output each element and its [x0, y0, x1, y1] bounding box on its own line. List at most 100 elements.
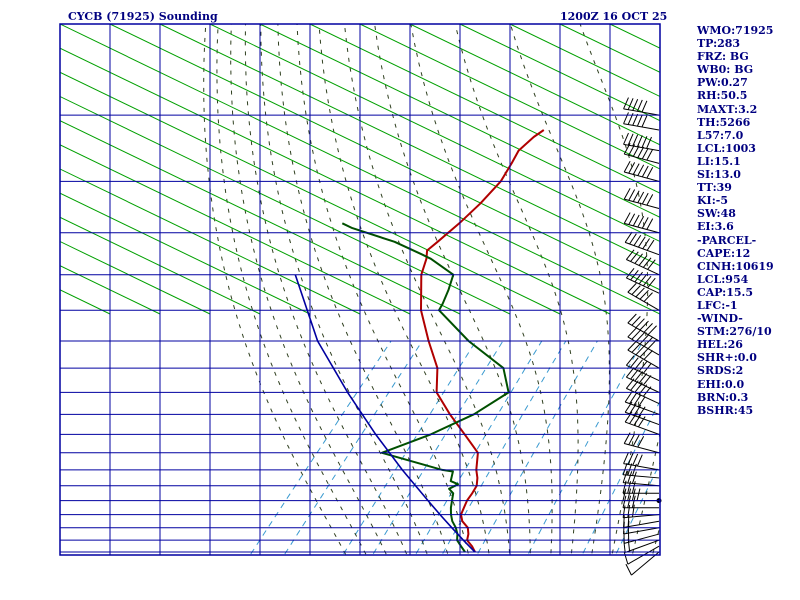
wind-barb	[623, 188, 660, 209]
wind-barb-feather	[641, 147, 649, 160]
wind-barb-feather	[637, 191, 645, 204]
wind-barb-staff	[623, 463, 660, 471]
wind-barb-feather	[631, 329, 641, 340]
index-item: CAPE:12	[697, 246, 751, 260]
wind-barb-feather	[637, 215, 645, 228]
moist-adiabat	[343, 24, 511, 555]
wind-barb-feather	[627, 495, 632, 508]
wind-barb-feather	[632, 453, 639, 466]
wind-barb-feather	[638, 361, 648, 372]
wind-barb-feather	[623, 97, 629, 110]
wind-barb-feather	[623, 452, 629, 464]
wind-barb-feather	[647, 277, 656, 289]
wind-barb-feather	[627, 471, 633, 484]
wind-barb-feather	[630, 251, 639, 262]
moist-adiabat	[579, 24, 649, 555]
wind-barb-feather	[625, 267, 635, 279]
wind-barb-feather	[632, 190, 640, 202]
wind-barb-feather	[636, 114, 643, 127]
wind-barb	[623, 132, 660, 152]
wind-barb-feather	[627, 313, 637, 324]
wind-barb	[622, 470, 660, 487]
index-item: LCL:1003	[697, 141, 756, 155]
wind-barb-feather	[642, 275, 652, 287]
wind-barb-staff	[627, 322, 660, 342]
wind-barb-feather	[637, 416, 646, 428]
moist-adiabat	[277, 24, 449, 555]
wind-barb-staff	[625, 401, 660, 415]
wind-barb-feather	[623, 112, 629, 124]
wind-barb-feather	[628, 213, 636, 225]
wind-barb-feather	[646, 167, 654, 179]
wind-barb-staff	[623, 514, 660, 519]
wind-barb-feather	[631, 495, 636, 508]
wind-barb-feather	[638, 255, 648, 266]
wind-barb-feather	[627, 505, 631, 518]
index-item: LFC:-1	[697, 298, 738, 312]
wind-barb-staff	[623, 482, 660, 487]
wind-barb-feather	[641, 115, 648, 128]
wind-barb-feather	[630, 357, 639, 368]
moist-adiabat	[203, 24, 347, 555]
index-item: BRN:0.3	[697, 390, 749, 404]
index-item: HEL:26	[697, 338, 743, 352]
index-item: LCL:954	[697, 272, 749, 286]
wind-barb-feather	[643, 292, 653, 302]
wind-barb-feather	[641, 192, 649, 205]
wind-barb	[623, 97, 660, 116]
wind-barb-feather	[635, 318, 645, 329]
wind-barb	[622, 495, 659, 509]
wind-barb-feather	[635, 287, 645, 298]
wind-barb-feather	[631, 471, 637, 484]
wind-barb-feather	[631, 316, 641, 326]
index-item: TT:39	[697, 181, 732, 195]
wind-barb-staff	[623, 108, 660, 116]
wind-barb-staff	[626, 376, 660, 393]
index-item: LI:15.1	[697, 154, 741, 168]
mixing-ratio-line	[342, 340, 477, 555]
index-item: TP:283	[697, 37, 741, 51]
valid-time: 1200Z 16 OCT 25	[560, 10, 667, 23]
wind-barb	[623, 160, 660, 182]
moist-adiabat	[230, 24, 388, 555]
mixing-ratio-line	[476, 340, 598, 555]
wind-barb-feather	[633, 235, 642, 246]
wind-barb-feather	[646, 136, 652, 149]
wind-barb-feather	[636, 135, 643, 147]
moist-adiabat	[296, 24, 470, 555]
index-item: EI:3.6	[697, 220, 734, 234]
wind-barb-staff	[627, 291, 660, 311]
wind-barb-feather	[642, 257, 652, 268]
wind-barb-feather	[639, 334, 649, 345]
wind-barb-feather	[627, 133, 634, 146]
wind-barb-feather	[627, 452, 634, 465]
wind-barb-feather	[646, 149, 654, 161]
wind-barb	[623, 452, 660, 471]
wind-barb-feather	[632, 98, 639, 111]
wind-barb	[627, 313, 660, 342]
wind-barb-feather	[641, 100, 648, 113]
wind-barb-feather	[625, 249, 635, 260]
wind-barb	[625, 367, 660, 393]
wind-barb-staff	[624, 153, 660, 164]
wind-barb	[624, 411, 660, 435]
index-item: KI:-5	[697, 194, 728, 208]
wind-barb-feather	[630, 369, 639, 380]
index-item: SHR+:0.0	[697, 351, 757, 365]
wind-barb-staff	[623, 474, 660, 479]
wind-barb-feather	[638, 273, 648, 285]
wind-barb	[625, 267, 660, 294]
index-item: -PARCEL-	[697, 233, 757, 247]
wind-barb	[627, 327, 660, 356]
wind-barb-staff	[623, 143, 660, 152]
wind-barb-feather	[643, 350, 653, 360]
wind-barb-feather	[627, 98, 634, 110]
wind-barb-staff	[625, 241, 660, 256]
wind-barb-feather	[628, 162, 636, 174]
wind-barb	[624, 391, 660, 415]
wind-barb-feather	[647, 325, 657, 336]
wind-barb	[625, 551, 660, 576]
wind-barb-feather	[623, 160, 631, 173]
